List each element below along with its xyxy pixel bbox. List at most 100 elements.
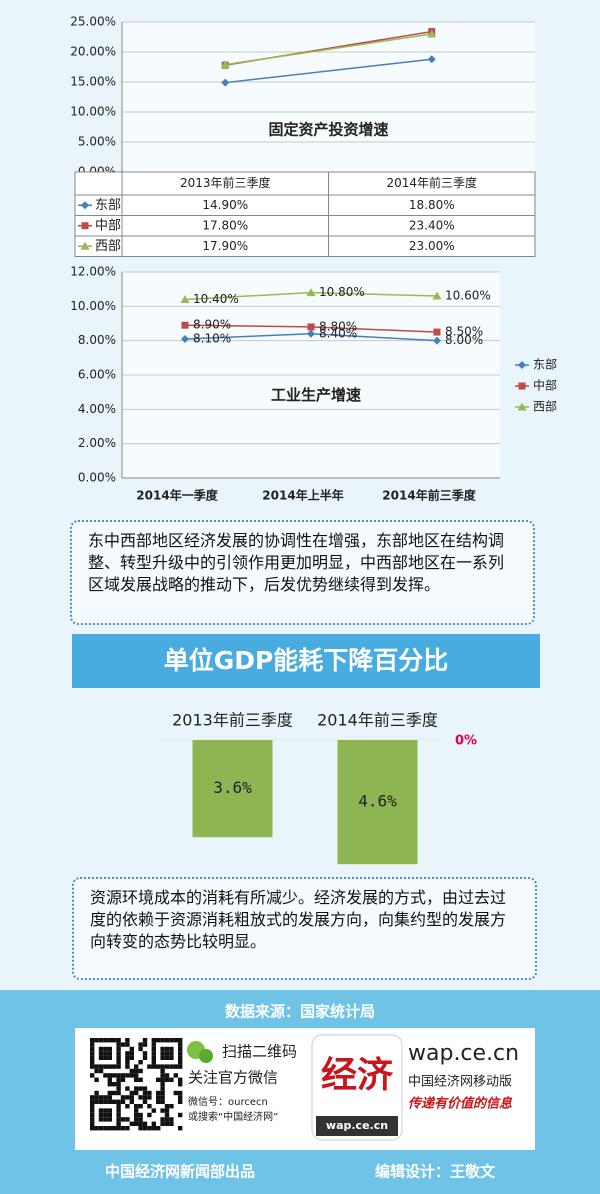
qr-cell: [116, 1064, 121, 1069]
qr-cell: [129, 1046, 134, 1052]
qr-cell: [164, 1038, 170, 1043]
table-value: 23.40%: [409, 218, 455, 232]
qr-cell: [138, 1077, 143, 1082]
marker: [307, 323, 315, 331]
qr-cell: [142, 1121, 148, 1126]
qr-cell: [134, 1086, 139, 1091]
qr-cell: [125, 1104, 130, 1109]
data-label: 8.50%: [445, 325, 483, 339]
qr-cell: [103, 1046, 108, 1052]
qr-cell: [103, 1126, 108, 1131]
qr-cell: [169, 1104, 174, 1109]
qr-cell: [138, 1095, 143, 1100]
marker: [306, 288, 316, 297]
marker: [433, 328, 441, 336]
data-label: 8.90%: [193, 318, 231, 332]
x-tick-label: 2013年前三季度: [180, 175, 271, 190]
qr-cell: [164, 1055, 170, 1060]
qr-cell: [151, 1051, 156, 1056]
qr-cell: [142, 1051, 148, 1056]
qr-cell: [160, 1073, 165, 1078]
qr-cell: [94, 1090, 99, 1096]
qr-cell: [178, 1060, 183, 1065]
qr-cell: [160, 1064, 165, 1069]
marker: [221, 78, 230, 87]
qr-cell: [90, 1121, 95, 1126]
qr-cell: [160, 1117, 165, 1122]
qr-cell: [107, 1082, 112, 1087]
qr-cell: [151, 1046, 156, 1052]
qr-cell: [116, 1038, 121, 1043]
marker: [518, 382, 526, 390]
qr-cell: [103, 1099, 108, 1104]
qr-cell: [169, 1051, 174, 1056]
legend-label: 西部: [95, 239, 121, 254]
x-tick-label: 2014年前三季度: [386, 175, 477, 190]
qr-cell: [116, 1117, 121, 1122]
qr-cell: [90, 1038, 95, 1043]
source: 数据来源：国家统计局: [225, 1003, 375, 1021]
logo-box: [311, 1034, 403, 1141]
y-tick-label: 0%: [455, 734, 477, 749]
table: [74, 171, 536, 257]
y-tick-label: 5.00%: [78, 135, 116, 149]
qr-cell: [138, 1060, 143, 1065]
qr-cell: [129, 1099, 134, 1104]
qr-cell: [134, 1112, 139, 1118]
qr-cell: [90, 1042, 95, 1047]
qr-cell: [160, 1051, 165, 1056]
qr-cell: [134, 1077, 139, 1082]
qr-cell: [169, 1064, 174, 1069]
y-tick-label: 12.00%: [70, 265, 116, 279]
qr-cell: [94, 1126, 99, 1131]
qr-cell: [147, 1104, 152, 1109]
legend-label: 东部: [533, 357, 557, 372]
qr-cell: [116, 1046, 121, 1052]
qr-cell: [107, 1099, 112, 1104]
qr-cell: [138, 1112, 143, 1118]
qr-cell: [107, 1038, 112, 1043]
qr-cell: [98, 1126, 104, 1131]
qr-cell: [116, 1108, 121, 1113]
qr-cell: [98, 1064, 104, 1069]
qr-cell: [178, 1042, 183, 1047]
qr-cell: [156, 1090, 161, 1096]
qr-cell: [138, 1121, 143, 1126]
qr-cell: [178, 1077, 183, 1082]
qr-cell: [116, 1073, 121, 1078]
qr-cell: [151, 1064, 156, 1069]
qr-cell: [129, 1055, 134, 1060]
y-tick-label: 8.00%: [78, 333, 116, 347]
qr-cell: [138, 1046, 143, 1052]
qr-cell: [90, 1073, 95, 1078]
qr-cell: [116, 1121, 121, 1126]
qr-cell: [107, 1073, 112, 1078]
qr-cell: [160, 1068, 165, 1074]
marker: [181, 321, 189, 329]
qr-cell: [173, 1073, 178, 1078]
legend-label: 中部: [95, 218, 121, 233]
qr-cell: [120, 1099, 126, 1104]
qr-cell: [98, 1038, 104, 1043]
qr-cell: [147, 1112, 152, 1118]
data-label: 10.80%: [319, 285, 365, 299]
qr-cell: [160, 1099, 165, 1104]
qr-cell: [112, 1082, 117, 1087]
qr-cell: [125, 1117, 130, 1122]
data-label: 10.40%: [193, 292, 239, 306]
qr-cell: [116, 1042, 121, 1047]
qr-cell: [173, 1038, 178, 1043]
qr-cell: [160, 1121, 165, 1126]
banner: [72, 634, 540, 688]
qr-cell: [164, 1121, 170, 1126]
marker: [432, 291, 442, 300]
designer: 编辑设计：王敬文: [375, 1163, 496, 1181]
qr-cell: [98, 1055, 104, 1060]
qr-cell: [164, 1117, 170, 1122]
table-value: 14.90%: [202, 198, 248, 212]
note: 东中西部地区经济发展的协调性在增强，东部地区在结构调整、转型升级中的引领作用更加…: [70, 520, 535, 625]
marker: [220, 60, 230, 69]
qr-cell: [90, 1099, 95, 1104]
qr-cell: [160, 1055, 165, 1060]
qr-cell: [90, 1064, 95, 1069]
